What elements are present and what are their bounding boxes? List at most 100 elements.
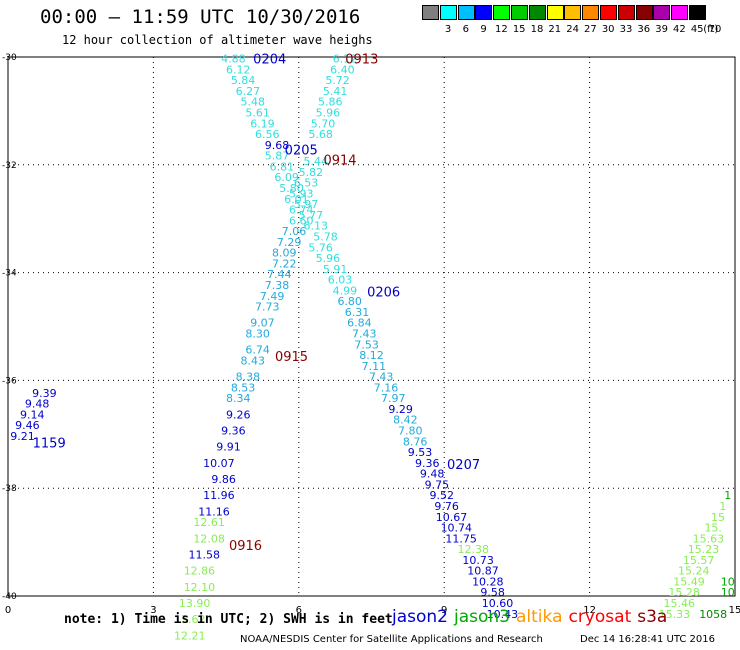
swh-value: 9.36 [415,457,440,470]
legend-label: 24 [566,24,579,35]
legend-unit: (ft) [703,24,719,35]
legend-swatch [511,5,528,20]
swh-value: 9.46 [15,419,40,432]
swh-value: 9.53 [408,446,433,459]
swh-value: 9.68 [265,139,290,152]
swh-value: 5.48 [241,96,266,109]
x-tick-label: 6 [296,605,302,616]
swh-value: 13.62 [174,613,206,626]
swh-value: 10 [721,575,735,588]
swh-value: 6.74 [245,344,270,357]
legend-label: 21 [548,24,562,35]
swh-value: 5.72 [325,74,350,87]
swh-value: 9.48 [420,468,445,481]
swh-value: 7.44 [267,268,292,281]
legend-swatch [635,5,653,20]
legend-label: 18 [530,24,544,35]
chart-note: note: 1) Time is in UTC; 2) SWH is in fe… [64,612,393,627]
swh-value: 6.19 [250,117,275,130]
swh-value: 8.38 [236,371,261,384]
swh-value: 1 [719,500,726,513]
legend-label: 36 [637,24,651,35]
swh-value: 6.31 [345,306,370,319]
swh-value: 1 [724,489,731,502]
swh-value: 15.23 [688,543,720,556]
swh-value: 6.12 [226,63,251,76]
swh-value: 9.39 [32,387,57,400]
swh-value: 5.96 [316,252,341,265]
legend-swatch [617,5,635,20]
swh-value: 6.12 [333,53,358,66]
swh-value: 10.07 [203,457,235,470]
y-tick-label: -38 [2,484,17,494]
swh-value: 6.13 [304,220,329,233]
mission-altika: altika [516,607,563,627]
swh-value: 15 [711,511,725,524]
legend-swatch [546,5,564,20]
swh-value: 5.91 [323,263,348,276]
swh-value: 9.58 [480,586,505,599]
mission-jason3: jason3 [454,607,510,627]
swh-value: 15. [704,522,722,535]
pass-time-label: 0205 [285,144,318,159]
swh-value: 9.75 [425,478,450,491]
swh-value: 9.26 [226,408,251,421]
legend-swatch [653,5,671,20]
swh-value: 8.12 [359,349,384,362]
swh-value: 7.49 [260,290,285,303]
mission-jason2: jason2 [392,607,448,627]
mission-cryosat: cryosat [568,607,632,627]
swh-value: 13.90 [179,597,211,610]
legend-label: 12 [495,24,508,35]
legend-label: 27 [584,24,597,35]
swh-value: 11.96 [203,489,235,502]
swh-value: 6.01 [284,193,309,206]
swh-value: 8.76 [403,435,428,448]
swh-value: 8.09 [272,247,297,260]
x-tick-label: 3 [150,605,156,616]
chart-subtitle: 12 hour collection of altimeter wave hei… [62,33,373,47]
pass-time-label: 0913 [345,53,378,68]
legend-swatch [528,5,546,20]
swh-value: 6.03 [328,274,353,287]
swh-value: 6.80 [337,295,362,308]
swh-value: 7.29 [277,236,302,249]
pass-time-label: 0916 [229,539,262,554]
swh-value: 9.14 [20,408,45,421]
swh-value: 10.60 [482,597,514,610]
swh-value: 10.67 [436,511,468,524]
mission-s3a: s3a [637,607,668,627]
legend-swatch [422,5,439,20]
legend-label: 45 [690,24,704,35]
pass-time-label: 0207 [447,458,480,473]
swh-value: 7.06 [282,225,307,238]
swh-value: 5.76 [308,241,333,254]
y-tick-label: -32 [2,161,17,171]
swh-value: 15.28 [668,586,700,599]
swh-value: 12.10 [184,581,216,594]
legend-swatch [671,5,689,20]
pass-time-label: 0204 [253,53,286,68]
swh-value: 11.16 [198,505,230,518]
swh-value: 6.53 [294,177,319,190]
legend-label: 42 [673,24,686,35]
swh-value: 8.53 [231,381,256,394]
swh-value: 9.91 [216,441,241,454]
swh-value: 10.74 [441,522,473,535]
swh-value: 6.81 [270,160,295,173]
swh-value: 7.43 [369,371,394,384]
swh-value: 9.07 [250,317,275,330]
swh-value: 12.21 [174,629,206,642]
swh-value: 8.43 [241,354,266,367]
swh-value: 15.49 [673,575,705,588]
legend-swatch [439,5,457,20]
x-tick-label: 9 [441,605,447,616]
swh-value: 4.88 [221,53,246,66]
swh-value: 9.76 [434,500,459,513]
swh-value: 5.77 [299,209,324,222]
swh-value: 6.40 [330,63,355,76]
swh-value: 10.87 [467,565,499,578]
swh-value: 12.08 [193,532,225,545]
swh-value: 5.78 [313,230,338,243]
swh-value: 15.46 [664,597,696,610]
